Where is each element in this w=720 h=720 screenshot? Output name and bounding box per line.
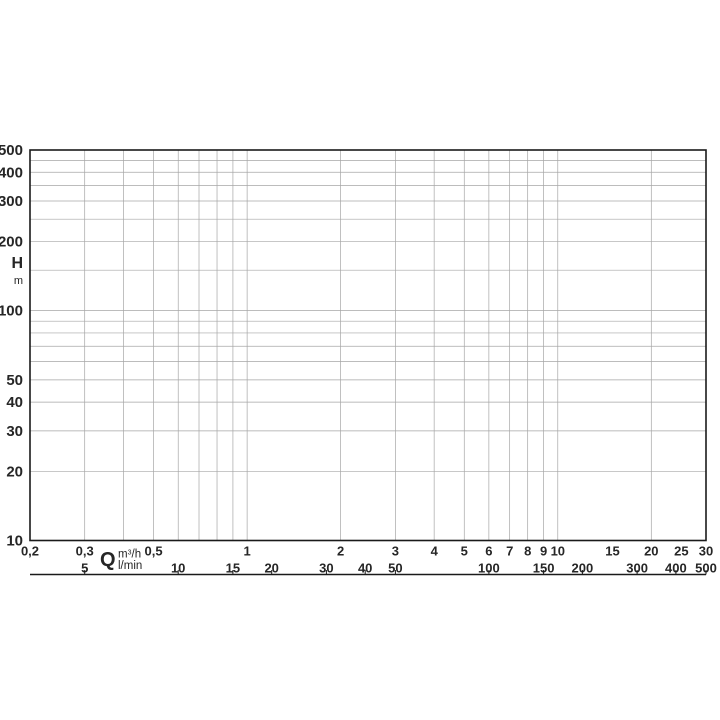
- svg-text:5: 5: [461, 544, 468, 559]
- svg-text:H: H: [11, 255, 23, 272]
- svg-text:0,3: 0,3: [76, 544, 94, 559]
- svg-text:100: 100: [0, 303, 23, 320]
- svg-text:Q: Q: [100, 549, 116, 571]
- svg-text:4: 4: [431, 544, 439, 559]
- svg-text:7: 7: [506, 544, 513, 559]
- svg-text:500: 500: [0, 142, 23, 159]
- svg-text:40: 40: [6, 394, 23, 411]
- svg-text:10: 10: [551, 544, 565, 559]
- svg-text:m: m: [14, 275, 23, 287]
- svg-text:8: 8: [524, 544, 531, 559]
- svg-text:15: 15: [605, 544, 619, 559]
- svg-text:20: 20: [644, 544, 658, 559]
- svg-text:400: 400: [0, 164, 23, 181]
- svg-text:6: 6: [485, 544, 492, 559]
- svg-text:0,2: 0,2: [21, 544, 39, 559]
- svg-text:20: 20: [6, 463, 23, 480]
- svg-text:m3/h: m3/h: [118, 549, 141, 561]
- svg-text:25: 25: [674, 544, 688, 559]
- svg-text:l/min: l/min: [118, 560, 142, 572]
- svg-text:9: 9: [540, 544, 547, 559]
- svg-text:300: 300: [0, 193, 23, 210]
- svg-text:0,5: 0,5: [145, 544, 163, 559]
- svg-text:3: 3: [392, 544, 399, 559]
- svg-text:50: 50: [6, 372, 23, 389]
- svg-text:30: 30: [699, 544, 713, 559]
- svg-text:200: 200: [0, 234, 23, 251]
- svg-text:1: 1: [243, 544, 250, 559]
- svg-text:2: 2: [337, 544, 344, 559]
- svg-text:30: 30: [6, 423, 23, 440]
